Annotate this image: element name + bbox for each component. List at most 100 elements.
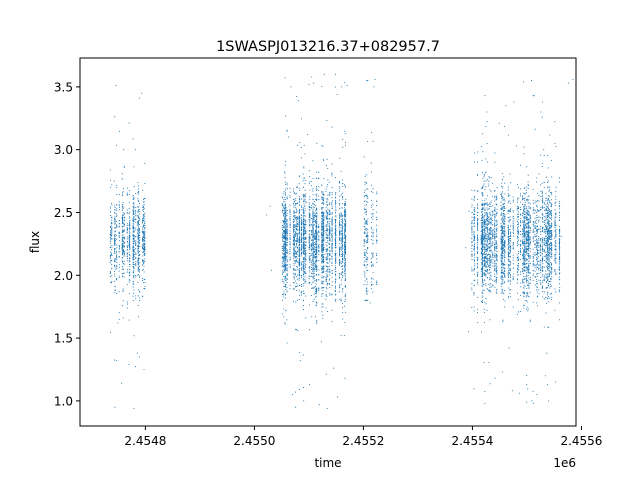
data-point [129,223,131,225]
data-point [329,271,331,273]
data-point [313,270,315,272]
data-point [143,288,145,290]
data-point [363,244,365,247]
data-point [144,162,146,164]
data-point [286,129,288,131]
data-point [310,233,312,235]
data-point [312,273,314,275]
data-point [303,272,305,274]
data-point [327,199,329,201]
data-point [298,264,300,266]
data-point [366,261,368,263]
data-point [303,275,305,277]
data-point [323,243,325,245]
data-point [367,270,369,272]
data-point [142,235,144,237]
data-point [142,201,145,203]
data-point [334,275,337,277]
data-point [312,193,314,196]
data-point [329,254,331,257]
data-point [322,268,324,270]
data-point [110,282,112,284]
data-point [283,316,285,318]
data-point [126,256,128,258]
data-point [340,221,342,223]
data-point [283,222,285,224]
data-point [366,188,368,190]
data-point [300,223,303,225]
data-point [335,209,337,211]
data-point [363,232,365,234]
data-point [289,230,291,232]
data-point [114,258,116,260]
data-point [529,282,531,284]
data-point [494,209,496,211]
data-point [334,241,336,243]
data-point [322,229,324,231]
data-point [111,225,113,227]
data-point [551,193,553,195]
data-point [284,211,286,213]
data-point [300,227,302,229]
data-point [323,237,325,239]
data-point [294,218,297,220]
data-point [129,211,131,213]
data-point [322,215,324,217]
data-point [334,212,337,214]
data-point [341,244,344,246]
data-point [298,200,301,202]
data-point [322,145,324,147]
data-point [334,244,337,246]
data-point [132,281,134,283]
data-point [312,269,314,271]
data-point [366,201,368,203]
data-point [342,185,344,188]
data-point [318,227,320,229]
data-point [318,195,320,197]
data-point [313,250,315,252]
data-point [340,213,342,216]
data-point [494,275,496,277]
data-point [135,229,137,231]
data-point [312,213,314,215]
data-point [283,268,285,270]
data-point [543,250,545,252]
data-point [300,146,302,149]
data-point [304,228,306,230]
data-point [312,243,314,245]
data-point [121,246,124,248]
data-point [331,202,333,204]
data-point [132,300,134,302]
data-point [340,298,342,300]
data-point [316,217,318,219]
data-point [335,207,337,209]
data-point [285,225,287,227]
data-point [342,238,344,240]
data-point [344,241,346,244]
data-point [141,228,144,230]
data-point [311,272,313,274]
data-point [325,281,327,283]
data-point [372,291,374,293]
data-point [326,216,328,218]
data-point [312,265,314,267]
data-point [292,198,294,200]
data-point [121,209,123,211]
data-point [327,241,329,243]
data-point [123,223,125,225]
data-point [300,249,303,251]
data-point [321,266,323,268]
data-point [122,188,124,190]
data-point [344,200,346,203]
data-point [142,237,144,239]
data-point [296,266,299,268]
data-point [331,207,333,209]
data-point [372,188,374,190]
data-point [365,228,367,230]
data-point [284,217,286,219]
data-point [543,259,545,262]
data-point [310,295,313,297]
data-point [339,157,341,159]
data-point [309,203,311,205]
data-point [483,176,485,178]
